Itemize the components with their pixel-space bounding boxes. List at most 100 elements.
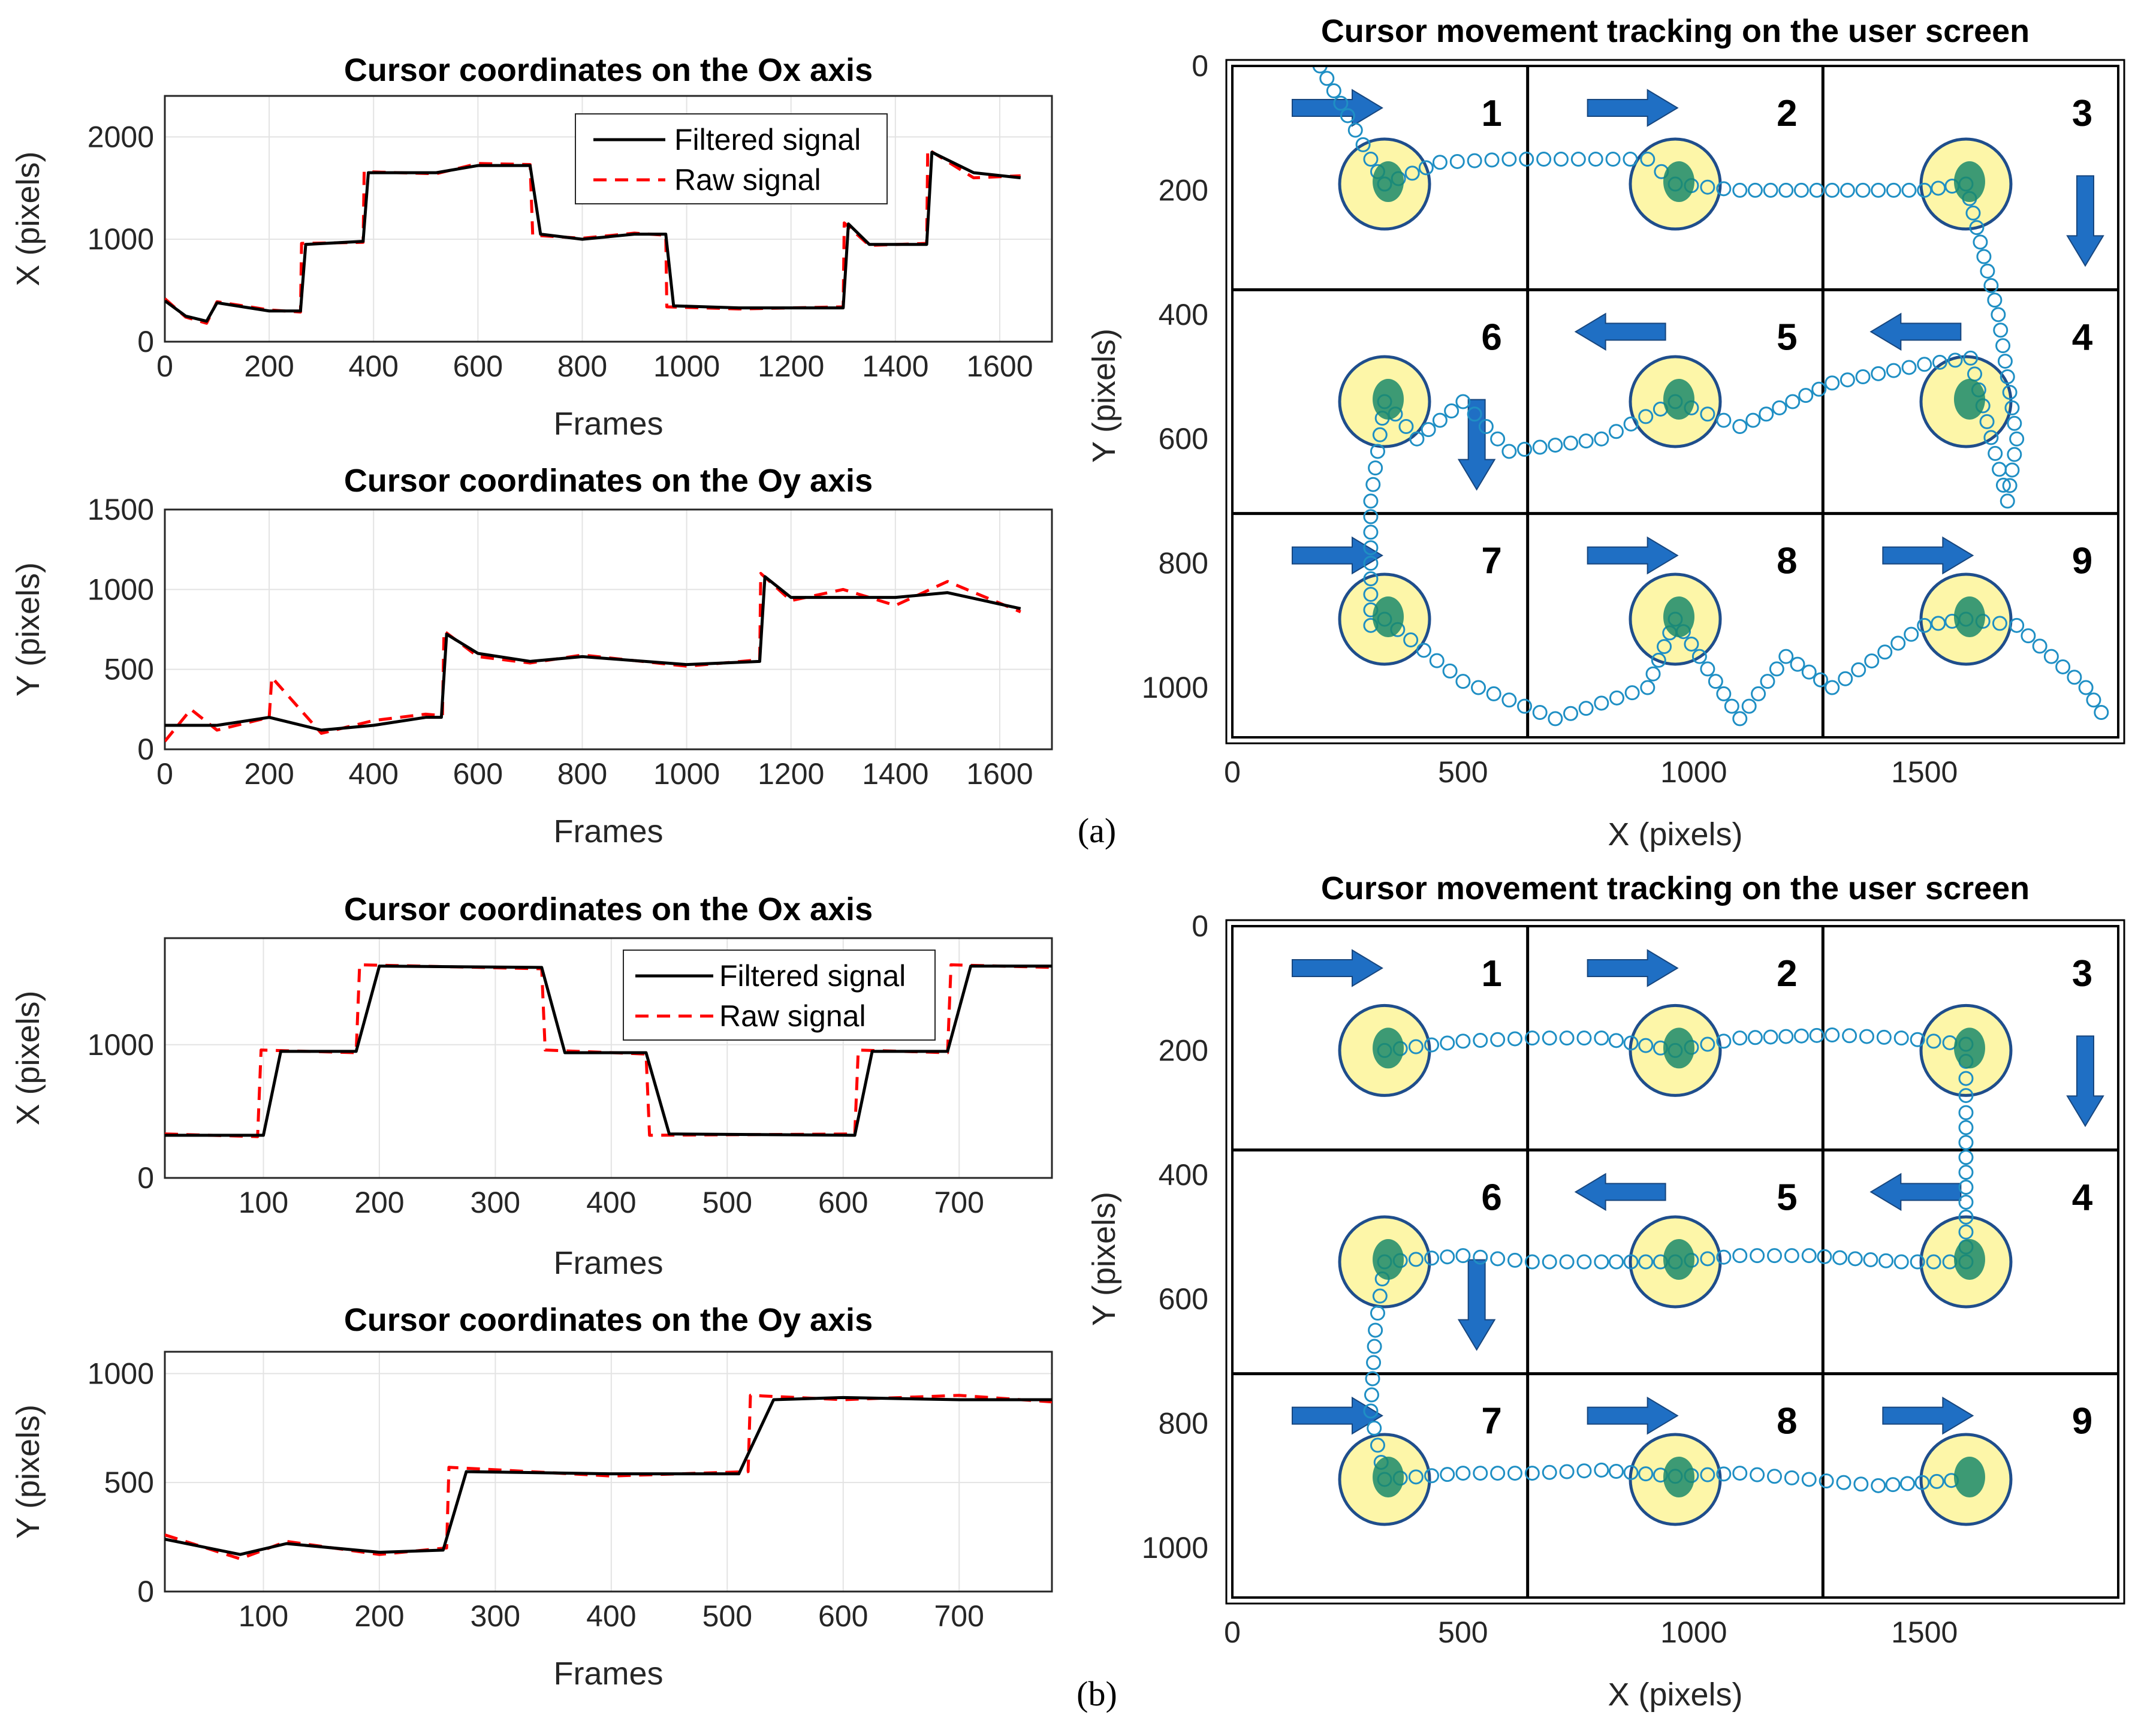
cursor-sample-marker [1490, 1466, 1506, 1481]
x-tick-label: 1400 [862, 349, 928, 383]
cursor-sample-marker [2032, 638, 2047, 654]
cursor-sample-marker [1553, 152, 1569, 167]
cursor-sample-marker [1877, 644, 1893, 660]
cursor-sample-marker [1958, 1135, 1974, 1150]
direction-arrow-icon [1574, 312, 1666, 351]
cursor-sample-marker [1992, 616, 2007, 631]
cursor-sample-marker [1507, 1252, 1522, 1268]
x-tick-label: 1600 [966, 757, 1033, 791]
cursor-sample-marker [1638, 409, 1654, 424]
cursor-sample-marker [1548, 438, 1563, 453]
chart-a-tracking: Cursor movement tracking on the user scr… [1086, 13, 2125, 852]
cursor-sample-marker [1366, 1355, 1382, 1370]
cursor-sample-marker [1801, 1248, 1817, 1264]
fixation-cluster [1663, 596, 1694, 637]
x-tick-label: 200 [354, 1599, 404, 1633]
tracking-group [1312, 66, 2109, 727]
x-axis-label: Frames [553, 813, 663, 849]
cursor-sample-marker [1991, 307, 2006, 323]
direction-arrow-icon [1292, 949, 1383, 987]
x-tick-label: 1600 [966, 349, 1033, 383]
cursor-sample-marker [1363, 152, 1379, 167]
cursor-sample-marker [1519, 152, 1534, 167]
cursor-sample-marker [1997, 354, 2013, 369]
cursor-sample-marker [1326, 83, 1341, 98]
tracking-group [1338, 1003, 2013, 1526]
cursor-sample-marker [1623, 1254, 1639, 1270]
cursor-sample-marker [1825, 680, 1840, 695]
cursor-sample-marker [1700, 179, 1715, 195]
cursor-sample-marker [1811, 381, 1827, 397]
x-tick-label: 400 [349, 349, 399, 383]
fixation-cluster [1663, 1027, 1694, 1069]
cursor-sample-marker [1455, 674, 1471, 689]
cursor-sample-marker [1363, 1403, 1379, 1419]
cursor-sample-marker [1878, 1253, 1894, 1268]
cursor-sample-marker [1716, 686, 1732, 701]
tick-labels: 0 200 400 600 800 1000 1200 1400 1600 0 500 1000 150… [88, 493, 1033, 791]
cursor-sample-marker [1819, 1473, 1834, 1489]
y-axis-label: Y (pixels) [1086, 1192, 1122, 1326]
cursor-sample-marker [1784, 1470, 1799, 1485]
x-tick-label: 1000 [653, 349, 720, 383]
cursor-sample-marker [1859, 1029, 1874, 1044]
cursor-sample-marker [1979, 414, 1995, 429]
cursor-sample-marker [1319, 71, 1335, 86]
cursor-sample-marker [1578, 433, 1594, 449]
chart-title: Cursor movement tracking on the user scr… [1321, 870, 2030, 906]
cursor-sample-marker [1651, 652, 1666, 668]
x-tick-label: 600 [818, 1186, 868, 1219]
cursor-sample-marker [1809, 182, 1825, 198]
cursor-sample-marker [1716, 1466, 1732, 1482]
cursor-sample-marker [1563, 706, 1579, 721]
cursor-sample-marker [1576, 1463, 1592, 1479]
x-tick-label: 600 [818, 1599, 868, 1633]
cursor-sample-marker [1809, 1027, 1825, 1043]
y-tick-label: 2000 [88, 120, 154, 153]
cursor-sample-marker [1440, 1035, 1455, 1051]
cursor-sample-marker [1608, 424, 1624, 439]
cursor-sample-marker [1917, 617, 1932, 633]
cursor-sample-marker [1855, 369, 1871, 385]
cursor-sample-marker [1893, 1254, 1909, 1270]
cursor-sample-marker [1741, 698, 1757, 714]
cursor-sample-marker [1594, 1254, 1609, 1270]
cursor-sample-marker [1917, 357, 1932, 372]
filtered-signal-line [165, 965, 1052, 1137]
cursor-sample-marker [1793, 1028, 1809, 1044]
cursor-sample-marker [1790, 656, 1805, 672]
cursor-sample-marker [1893, 1030, 1909, 1046]
x-tick-label: 400 [586, 1599, 636, 1633]
cursor-sample-marker [1763, 1029, 1778, 1045]
legend-filtered-label: Filtered signal [674, 123, 861, 156]
y-tick-label: 800 [1159, 547, 1208, 580]
cursor-sample-marker [1542, 1254, 1557, 1270]
cursor-sample-marker [1932, 354, 1947, 370]
cursor-sample-marker [1847, 1251, 1863, 1267]
cursor-sample-marker [1363, 540, 1379, 556]
y-tick-label: 400 [1159, 1158, 1208, 1192]
cursor-sample-marker [1825, 1027, 1840, 1042]
screen-grid: 1 2 3 6 5 4 7 8 9 [1232, 66, 2118, 737]
y-tick-label: 600 [1159, 422, 1208, 456]
cursor-sample-marker [1490, 1032, 1506, 1047]
cell-number: 8 [1777, 541, 1797, 582]
x-tick-label: 700 [934, 1599, 984, 1633]
y-tick-label: 800 [1159, 1407, 1208, 1440]
chart-title: Cursor coordinates on the Ox axis [344, 891, 873, 927]
cursor-sample-marker [2007, 415, 2022, 431]
y-tick-label: 200 [1159, 173, 1208, 207]
cursor-sample-marker [1886, 363, 1901, 378]
cursor-sample-marker [1623, 416, 1639, 432]
cursor-sample-marker [1490, 431, 1506, 447]
y-tick-label: 1000 [88, 222, 154, 256]
cursor-sample-marker [1517, 698, 1533, 714]
x-axis-label: Frames [553, 1656, 663, 1692]
cursor-sample-marker [1745, 412, 1761, 428]
cursor-sample-marker [1536, 152, 1552, 167]
cursor-sample-marker [1784, 1248, 1799, 1264]
x-tick-label: 300 [471, 1186, 520, 1219]
direction-arrow-icon [1574, 1173, 1666, 1211]
cell-number: 3 [2072, 93, 2092, 134]
cell-number: 9 [2072, 1401, 2092, 1442]
